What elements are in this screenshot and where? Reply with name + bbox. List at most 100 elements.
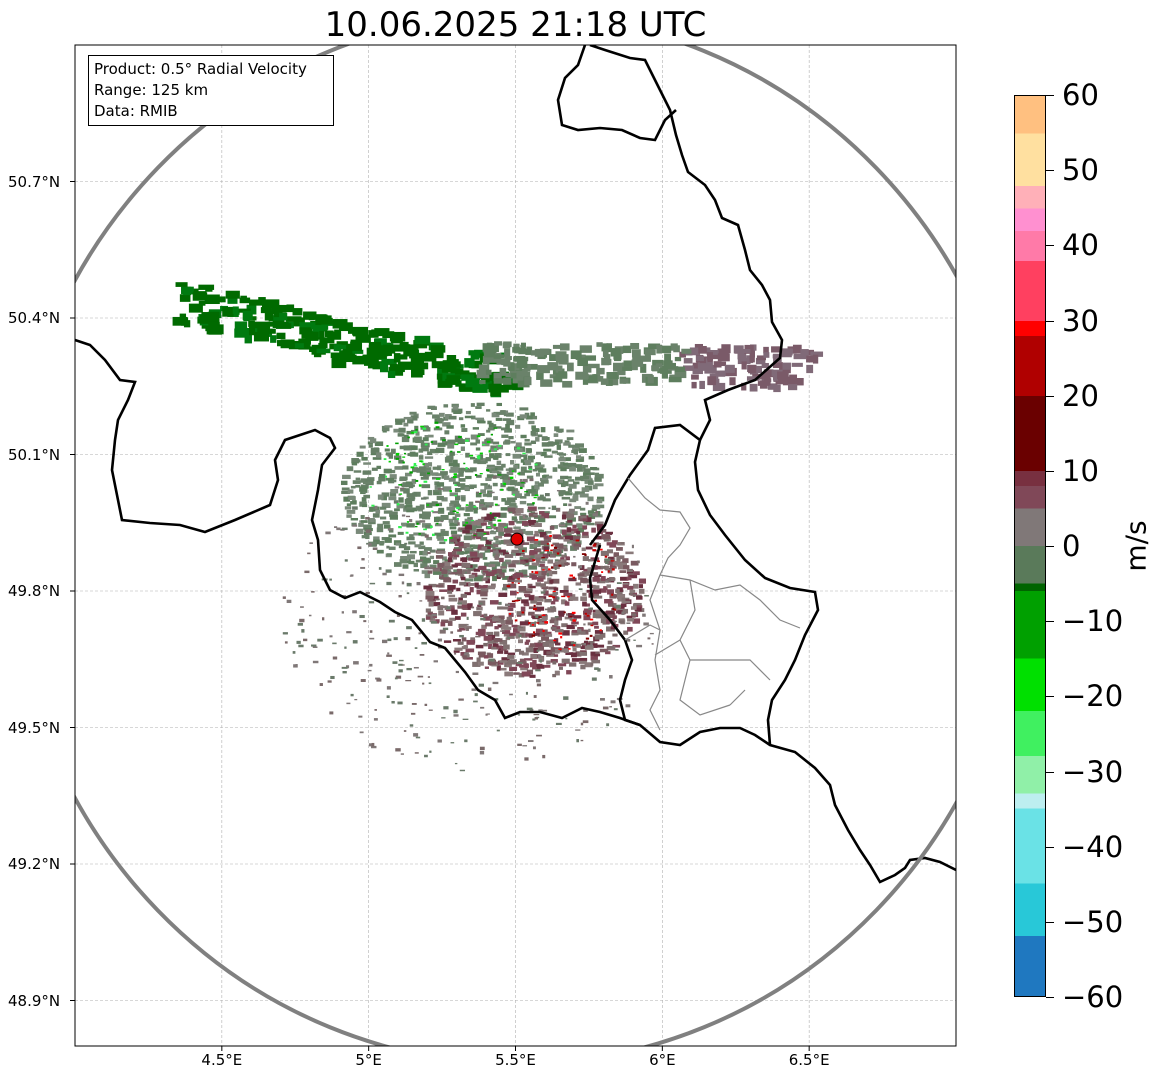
echo-cell [534, 348, 545, 357]
echo-cell [566, 624, 575, 630]
echo-cell [298, 644, 304, 648]
echo-cell [412, 492, 417, 497]
echo-cell [595, 521, 604, 526]
echo-cell [393, 500, 399, 504]
echo-cell [560, 557, 565, 562]
echo-cell [463, 535, 472, 541]
echo-cell [394, 486, 400, 489]
echo-cell [472, 427, 479, 430]
echo-cell [293, 664, 298, 668]
echo-cell [406, 521, 410, 523]
echo-cell [482, 493, 488, 497]
echo-cell [627, 626, 633, 632]
echo-cell [521, 371, 531, 377]
echo-cell [450, 500, 460, 505]
echo-cell [499, 367, 507, 376]
echo-cell [424, 573, 431, 579]
echo-cell [550, 607, 557, 612]
echo-cell [691, 374, 699, 380]
echo-cell [442, 486, 452, 492]
colorbar-tick-label: 40 [1062, 228, 1099, 263]
echo-cell [479, 503, 484, 507]
echo-cell [606, 542, 613, 546]
echo-cell [476, 657, 481, 663]
echo-cell [620, 576, 629, 581]
echo-cell [329, 635, 333, 638]
echo-cell [594, 483, 604, 487]
echo-cell [437, 536, 445, 541]
echo-cell [574, 506, 582, 509]
echo-cell [425, 590, 435, 596]
echo-cell [552, 596, 555, 599]
echo-cell [565, 652, 574, 655]
echo-cell [383, 468, 392, 474]
echo-cell [570, 652, 577, 658]
echo-cell [487, 375, 496, 385]
range-text: Range: 125 km [94, 81, 209, 99]
echo-cell [600, 576, 606, 581]
echo-cell [452, 405, 459, 410]
echo-cell [403, 488, 410, 494]
echo-cell [531, 570, 534, 573]
echo-cell [557, 536, 564, 540]
echo-cell [396, 503, 400, 506]
echo-cell [596, 342, 603, 347]
echo-cell [494, 341, 503, 346]
echo-cell [435, 447, 445, 454]
echo-cell [410, 712, 416, 715]
echo-cell [469, 456, 476, 460]
echo-cell [521, 569, 528, 575]
echo-cell [594, 634, 604, 640]
echo-cell [621, 565, 630, 570]
echo-cell [496, 665, 501, 671]
echo-cell [757, 381, 770, 386]
echo-cell [482, 570, 489, 574]
echo-cell [368, 330, 384, 337]
echo-cell [536, 606, 545, 611]
echo-cell [409, 519, 413, 523]
echo-cell [394, 466, 403, 470]
echo-cell [427, 598, 436, 602]
echo-cell [806, 355, 818, 363]
echo-cell [493, 378, 507, 384]
echo-cell [486, 622, 493, 626]
echo-cell [692, 365, 703, 375]
echo-cell [436, 417, 443, 422]
echo-cell [644, 349, 651, 358]
echo-cell [436, 548, 446, 552]
echo-cell [519, 407, 529, 411]
echo-cell [507, 652, 516, 655]
echo-cell [698, 345, 707, 354]
echo-cell [350, 517, 359, 521]
echo-cell [586, 522, 595, 526]
echo-cell [583, 568, 591, 572]
echo-cell [486, 342, 493, 349]
echo-cell [296, 640, 301, 644]
echo-cell [506, 419, 515, 426]
echo-cell [512, 573, 521, 579]
echo-cell [618, 564, 624, 570]
echo-cell [427, 551, 431, 555]
echo-cell [419, 550, 426, 556]
echo-cell [500, 566, 507, 569]
echo-cell [578, 588, 583, 591]
echo-cell [390, 339, 403, 344]
echo-cell [378, 541, 385, 545]
echo-cell [561, 595, 566, 598]
echo-cell [488, 643, 493, 650]
echo-cell [638, 584, 644, 589]
echo-cell [498, 512, 507, 518]
echo-cell [522, 452, 526, 455]
echo-cell [504, 355, 512, 361]
echo-cell [631, 613, 637, 616]
echo-cell [429, 448, 439, 454]
echo-cell [487, 420, 492, 425]
echo-cell [285, 316, 302, 322]
echo-cell [388, 534, 397, 538]
echo-cell [508, 520, 515, 526]
echo-cell [544, 530, 552, 534]
echo-cell [578, 660, 587, 664]
echo-cell [179, 313, 187, 324]
echo-cell [552, 467, 558, 472]
echo-cell [239, 297, 251, 304]
